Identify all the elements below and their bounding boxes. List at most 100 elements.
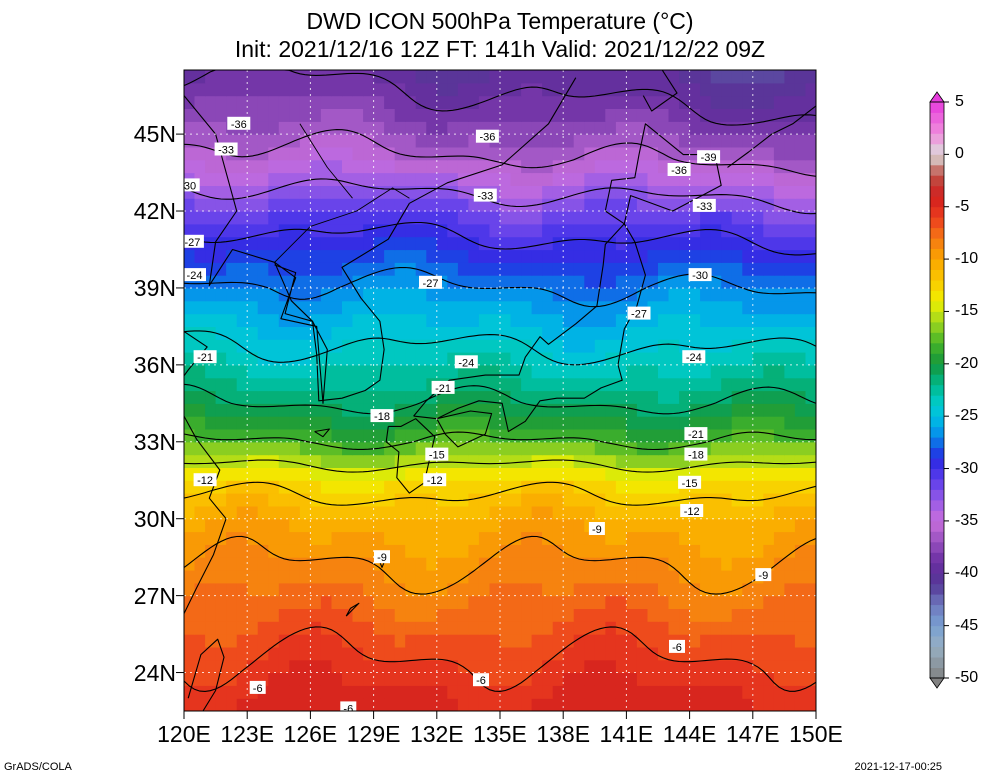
temperature-cell: [731, 95, 743, 109]
temperature-cell: [636, 95, 648, 109]
contour-label: -6: [343, 703, 353, 715]
temperature-cell: [436, 454, 448, 468]
temperature-cell: [521, 300, 533, 315]
temperature-cell: [721, 518, 733, 533]
temperature-cell: [236, 557, 248, 571]
temperature-cell: [468, 313, 480, 327]
temperature-cell: [742, 467, 754, 481]
temperature-cell: [636, 672, 648, 686]
temperature-cell: [805, 685, 816, 699]
temperature-cell: [710, 480, 722, 494]
temperature-cell: [310, 531, 322, 545]
temperature-cell: [805, 82, 816, 97]
temperature-cell: [489, 146, 501, 161]
temperature-cell: [605, 108, 617, 122]
temperature-cell: [384, 454, 396, 468]
temperature-cell: [679, 364, 691, 379]
colorbar-swatch: [930, 227, 944, 239]
temperature-cell: [436, 595, 448, 609]
temperature-cell: [426, 698, 438, 711]
temperature-cell: [615, 403, 627, 417]
temperature-cell: [405, 352, 417, 366]
lon-label: 132E: [409, 721, 464, 747]
temperature-cell: [215, 570, 227, 584]
temperature-cell: [299, 621, 311, 635]
temperature-cell: [784, 326, 796, 340]
temperature-cell: [721, 570, 733, 584]
temperature-cell: [626, 531, 638, 545]
temperature-cell: [447, 698, 459, 711]
temperature-cell: [784, 685, 796, 699]
colorbar-swatch: [930, 426, 944, 438]
temperature-cell: [700, 595, 712, 609]
temperature-cell: [489, 621, 501, 635]
temperature-cell: [794, 172, 806, 186]
temperature-cell: [363, 570, 375, 584]
temperature-cell: [594, 377, 606, 392]
temperature-cell: [320, 185, 332, 199]
temperature-cell: [331, 403, 343, 417]
temperature-cell: [615, 159, 627, 174]
temperature-cell: [310, 518, 322, 533]
temperature-cell: [342, 121, 354, 135]
colorbar-swatch: [930, 196, 944, 208]
temperature-cell: [658, 570, 670, 584]
temperature-cell: [352, 172, 364, 186]
temperature-cell: [573, 70, 585, 84]
temperature-cell: [205, 570, 217, 584]
temperature-cell: [236, 326, 248, 340]
temperature-cell: [352, 672, 364, 686]
temperature-cell: [394, 557, 406, 571]
temperature-cell: [373, 621, 385, 635]
temperature-cell: [457, 223, 469, 238]
temperature-cell: [552, 403, 564, 417]
temperature-cell: [700, 95, 712, 109]
temperature-cell: [605, 146, 617, 161]
temperature-cell: [500, 659, 512, 674]
temperature-cell: [457, 364, 469, 379]
temperature-cell: [320, 416, 332, 430]
temperature-cell: [794, 531, 806, 545]
grads-credit: GrADS/COLA: [4, 761, 72, 773]
temperature-cell: [731, 249, 743, 263]
temperature-cell: [194, 121, 206, 135]
temperature-cell: [679, 223, 691, 238]
temperature-cell: [668, 659, 680, 674]
temperature-cell: [721, 211, 733, 225]
temperature-cell: [352, 505, 364, 520]
temperature-cell: [205, 403, 217, 417]
temperature-cell: [278, 364, 290, 379]
temperature-cell: [563, 70, 575, 84]
temperature-cell: [573, 249, 585, 263]
temperature-cell: [752, 249, 764, 263]
temperature-cell: [226, 352, 238, 366]
temperature-cell: [184, 275, 196, 289]
temperature-cell: [194, 134, 206, 148]
temperature-cell: [647, 70, 659, 84]
temperature-cell: [205, 172, 217, 186]
temperature-cell: [615, 518, 627, 533]
temperature-cell: [457, 557, 469, 571]
temperature-cell: [289, 275, 301, 289]
temperature-cell: [742, 377, 754, 392]
temperature-cell: [299, 377, 311, 392]
temperature-cell: [205, 159, 217, 174]
colorbar-swatch: [930, 636, 944, 647]
temperature-cell: [584, 185, 596, 199]
temperature-cell: [468, 211, 480, 225]
temperature-cell: [299, 146, 311, 161]
temperature-cell: [647, 313, 659, 327]
temperature-cell: [331, 146, 343, 161]
temperature-cell: [426, 82, 438, 97]
temperature-cell: [763, 416, 775, 430]
temperature-cell: [752, 441, 764, 456]
temperature-cell: [426, 582, 438, 597]
temperature-cell: [373, 416, 385, 430]
temperature-cell: [668, 70, 680, 84]
temperature-cell: [342, 95, 354, 109]
temperature-cell: [478, 352, 490, 366]
colorbar-label: -40: [955, 564, 979, 582]
temperature-cell: [784, 134, 796, 148]
temperature-cell: [584, 352, 596, 366]
temperature-cell: [742, 146, 754, 161]
